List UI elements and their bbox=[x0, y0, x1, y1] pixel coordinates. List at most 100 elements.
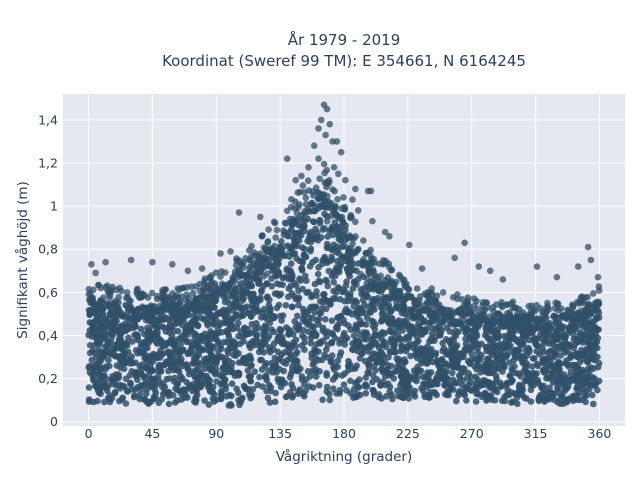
data-point bbox=[88, 356, 95, 364]
data-point bbox=[90, 329, 97, 337]
data-point bbox=[214, 325, 222, 332]
data-point bbox=[321, 210, 328, 218]
data-point bbox=[319, 226, 327, 233]
data-point bbox=[244, 274, 252, 281]
data-point bbox=[261, 362, 269, 369]
data-point bbox=[362, 390, 370, 397]
data-point bbox=[141, 305, 148, 313]
data-point bbox=[192, 399, 199, 406]
data-point bbox=[112, 382, 120, 389]
data-point bbox=[459, 324, 467, 332]
data-point bbox=[419, 346, 427, 353]
data-point bbox=[531, 355, 538, 362]
data-point bbox=[345, 322, 352, 330]
data-point bbox=[142, 317, 150, 324]
data-point bbox=[322, 316, 329, 323]
data-point bbox=[402, 368, 409, 375]
data-point bbox=[453, 379, 460, 387]
data-point bbox=[349, 196, 356, 203]
data-point bbox=[526, 346, 533, 354]
data-point bbox=[428, 381, 436, 389]
data-point bbox=[154, 367, 161, 375]
y-axis-title: Signifikant våghöjd (m) bbox=[14, 181, 31, 339]
data-point bbox=[545, 354, 553, 362]
data-point bbox=[277, 249, 285, 257]
data-point bbox=[465, 370, 473, 377]
data-point bbox=[189, 289, 197, 297]
data-point bbox=[323, 166, 331, 174]
data-point bbox=[207, 347, 214, 355]
data-point bbox=[162, 286, 169, 293]
data-point bbox=[460, 353, 467, 361]
data-point bbox=[533, 263, 541, 270]
data-point bbox=[576, 389, 583, 397]
data-point bbox=[406, 326, 413, 334]
data-point bbox=[349, 340, 356, 347]
data-point bbox=[334, 196, 341, 203]
y-tick-label: 0,4 bbox=[38, 328, 58, 343]
data-point bbox=[137, 386, 145, 393]
data-point bbox=[480, 316, 488, 324]
data-point bbox=[516, 340, 523, 347]
data-point bbox=[324, 233, 332, 240]
data-point bbox=[201, 397, 208, 404]
data-point bbox=[205, 306, 213, 314]
data-point bbox=[293, 209, 301, 217]
data-point bbox=[337, 260, 345, 268]
data-point bbox=[492, 334, 499, 342]
data-point bbox=[363, 329, 370, 337]
data-point bbox=[449, 349, 457, 356]
data-point bbox=[426, 349, 433, 356]
data-point bbox=[187, 325, 195, 333]
data-point bbox=[581, 307, 589, 315]
y-tick-label: 1 bbox=[50, 199, 58, 214]
x-tick-label: 225 bbox=[396, 426, 420, 441]
data-point bbox=[222, 313, 229, 321]
data-point bbox=[401, 283, 409, 291]
data-point bbox=[251, 368, 259, 376]
data-point bbox=[233, 257, 240, 265]
data-point bbox=[315, 348, 322, 355]
data-point bbox=[260, 272, 268, 280]
data-point bbox=[251, 249, 258, 256]
data-point bbox=[475, 361, 482, 369]
data-point bbox=[196, 346, 204, 354]
data-point bbox=[369, 386, 377, 394]
data-point bbox=[584, 365, 592, 373]
data-point bbox=[129, 338, 136, 345]
data-point bbox=[374, 282, 382, 290]
data-point bbox=[121, 383, 128, 390]
data-point bbox=[189, 319, 196, 327]
y-tick-label: 1,4 bbox=[38, 112, 58, 127]
data-point bbox=[563, 357, 570, 364]
data-point bbox=[355, 305, 363, 313]
data-point bbox=[377, 318, 385, 325]
data-point bbox=[268, 326, 275, 333]
data-point bbox=[550, 372, 557, 380]
data-point bbox=[479, 306, 487, 314]
data-point bbox=[265, 381, 273, 389]
data-point bbox=[341, 336, 349, 343]
data-point bbox=[250, 260, 258, 268]
data-point bbox=[157, 336, 164, 344]
x-tick-label: 270 bbox=[460, 426, 484, 441]
data-point bbox=[149, 258, 156, 266]
data-point bbox=[490, 383, 497, 391]
data-point bbox=[89, 295, 96, 302]
data-point bbox=[371, 350, 379, 358]
data-point bbox=[579, 378, 586, 386]
data-point bbox=[275, 292, 283, 299]
data-point bbox=[590, 400, 597, 408]
data-point bbox=[197, 308, 204, 315]
data-point bbox=[294, 365, 301, 373]
data-point bbox=[211, 289, 219, 297]
data-point bbox=[567, 368, 575, 376]
data-point bbox=[378, 310, 386, 318]
data-point bbox=[271, 398, 279, 406]
data-point bbox=[88, 320, 95, 327]
data-point bbox=[490, 315, 497, 323]
data-point bbox=[269, 369, 276, 376]
data-point bbox=[539, 389, 547, 397]
data-point bbox=[588, 341, 595, 349]
data-point bbox=[271, 255, 279, 263]
